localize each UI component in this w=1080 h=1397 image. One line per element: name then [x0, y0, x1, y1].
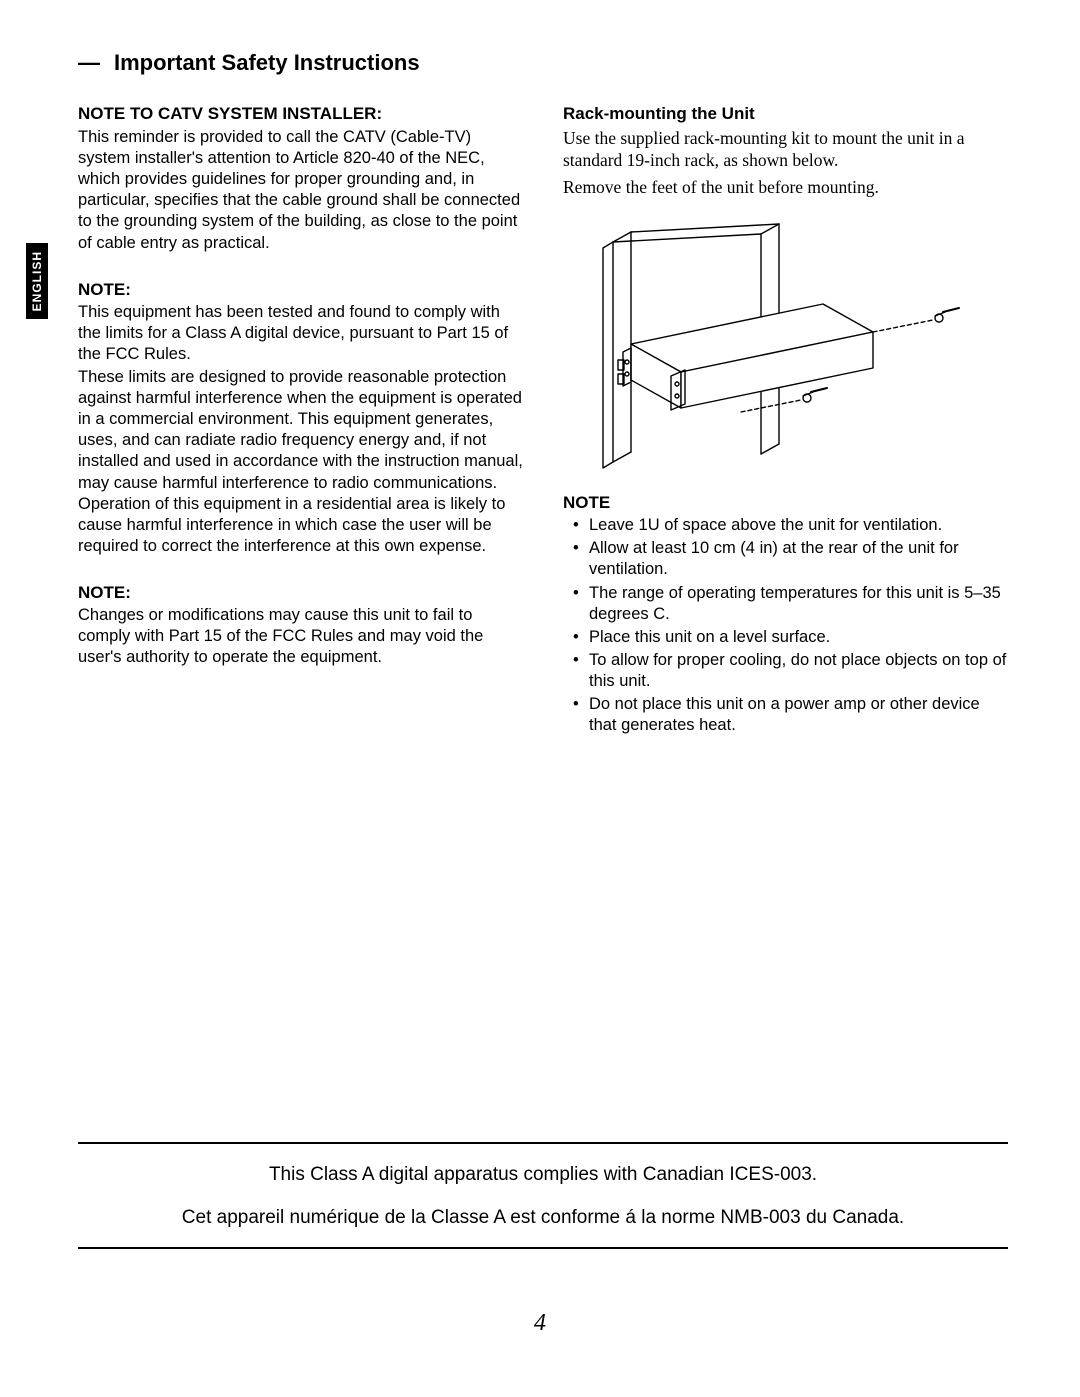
- list-item: Place this unit on a level surface.: [563, 627, 1008, 648]
- language-tab: ENGLISH: [26, 243, 48, 319]
- heading-note-2: NOTE:: [78, 583, 523, 603]
- page-content: — Important Safety Instructions NOTE TO …: [78, 50, 1008, 738]
- list-item: The range of operating temperatures for …: [563, 583, 1008, 625]
- heading-catv: NOTE TO CATV SYSTEM INSTALLER:: [78, 104, 523, 124]
- paragraph-rack-2: Remove the feet of the unit before mount…: [563, 176, 1008, 198]
- paragraph-note-1a: This equipment has been tested and found…: [78, 302, 523, 365]
- language-tab-text: ENGLISH: [30, 251, 44, 311]
- list-item: Do not place this unit on a power amp or…: [563, 694, 1008, 736]
- page-title: Important Safety Instructions: [114, 50, 420, 76]
- list-item: Allow at least 10 cm (4 in) at the rear …: [563, 538, 1008, 580]
- footer-line-fr: Cet appareil numérique de la Classe A es…: [78, 1205, 1008, 1232]
- rack-diagram-svg: [573, 212, 965, 482]
- title-dash: —: [78, 50, 100, 76]
- footer-compliance-box: This Class A digital apparatus complies …: [78, 1142, 1008, 1249]
- paragraph-note-1b: These limits are designed to provide rea…: [78, 367, 523, 557]
- heading-rack: Rack-mounting the Unit: [563, 104, 1008, 124]
- title-row: — Important Safety Instructions: [78, 50, 1008, 76]
- paragraph-rack-1: Use the supplied rack-mounting kit to mo…: [563, 127, 1008, 172]
- heading-note-1: NOTE:: [78, 280, 523, 300]
- page-number: 4: [0, 1310, 1080, 1337]
- rack-diagram: [573, 212, 1008, 487]
- bullet-list: Leave 1U of space above the unit for ven…: [563, 515, 1008, 736]
- list-item: To allow for proper cooling, do not plac…: [563, 650, 1008, 692]
- footer-line-en: This Class A digital apparatus complies …: [78, 1162, 1008, 1189]
- left-column: NOTE TO CATV SYSTEM INSTALLER: This remi…: [78, 92, 523, 738]
- heading-note-right: NOTE: [563, 493, 1008, 513]
- right-column: Rack-mounting the Unit Use the supplied …: [563, 92, 1008, 738]
- columns: NOTE TO CATV SYSTEM INSTALLER: This remi…: [78, 92, 1008, 738]
- paragraph-note-2: Changes or modifications may cause this …: [78, 605, 523, 668]
- list-item: Leave 1U of space above the unit for ven…: [563, 515, 1008, 536]
- paragraph-catv: This reminder is provided to call the CA…: [78, 127, 523, 254]
